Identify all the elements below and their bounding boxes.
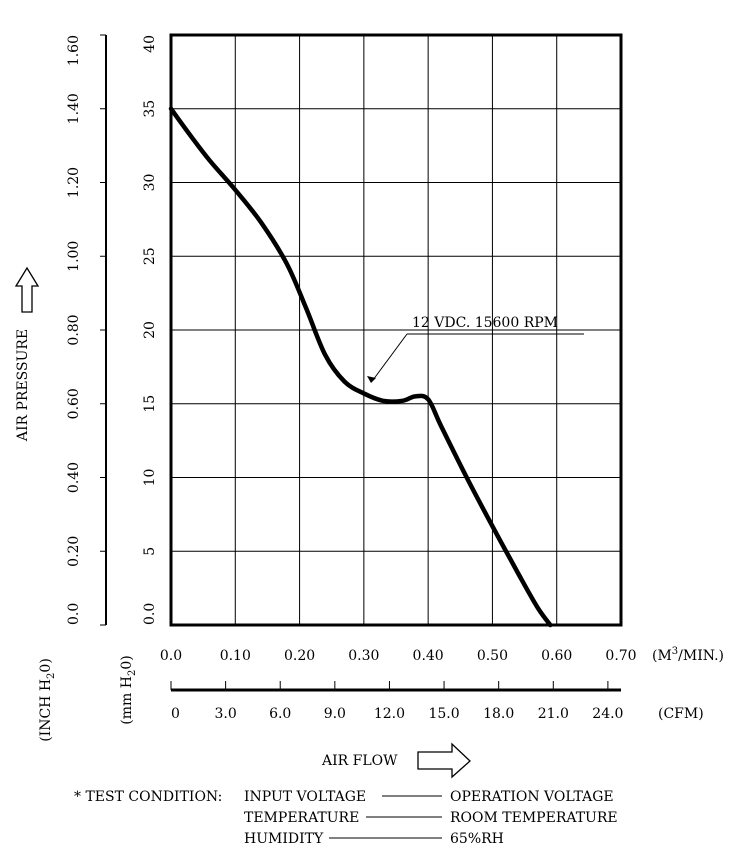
y-axis-inch: 0.0 0.20 0.40 0.60 0.80 1.00 1.20 1.40 1.60 xyxy=(66,34,107,626)
x2-tick-label: 0 xyxy=(171,706,180,722)
y-mm-tick-label: 30 xyxy=(142,174,158,192)
x2-tick-label: 3.0 xyxy=(214,706,236,722)
x-tick-label: 0.20 xyxy=(284,648,315,664)
x-tick-label: 0.40 xyxy=(413,648,444,664)
x-axis-title: AIR FLOW xyxy=(321,753,398,769)
x-tick-label: 0.10 xyxy=(220,648,251,664)
x-axis-m3: 0.0 0.10 0.20 0.30 0.40 0.50 0.60 0.70 xyxy=(160,648,637,664)
right-arrow-icon xyxy=(417,742,471,779)
x-unit-cfm: (CFM) xyxy=(658,706,704,722)
x-tick-label: 0.60 xyxy=(541,648,572,664)
series-label: 12 VDC. 15600 RPM xyxy=(412,315,558,331)
up-arrow-icon xyxy=(14,266,40,313)
x-tick-label: 0.50 xyxy=(477,648,508,664)
x2-tick-label: 12.0 xyxy=(374,706,405,722)
x2-tick-label: 21.0 xyxy=(538,706,569,722)
x-tick-label: 0.0 xyxy=(160,648,182,664)
x2-tick-label: 6.0 xyxy=(269,706,291,722)
y-inch-tick-label: 0.0 xyxy=(66,603,82,625)
y-inch-tick-label: 1.60 xyxy=(66,35,82,66)
test-row-label: TEMPERATURE xyxy=(244,810,359,826)
x-axis-cfm: 0 3.0 6.0 9.0 12.0 15.0 18.0 21.0 24.0 xyxy=(170,681,623,722)
test-condition-title: * TEST CONDITION: xyxy=(74,789,222,805)
y-mm-tick-label: 10 xyxy=(142,469,158,487)
x-unit-m3: (M3/MIN.) xyxy=(652,646,724,664)
y-inch-tick-label: 1.40 xyxy=(66,93,82,124)
test-row-value: ROOM TEMPERATURE xyxy=(450,810,618,826)
y-mm-tick-label: 35 xyxy=(142,100,158,118)
test-condition: * TEST CONDITION: INPUT VOLTAGE OPERATIO… xyxy=(74,789,618,847)
y-inch-tick-label: 0.20 xyxy=(66,536,82,567)
y-mm-tick-label: 40 xyxy=(142,35,158,53)
y-axis-mm: 0.0 5 10 15 20 25 30 35 40 xyxy=(142,35,158,625)
test-row-value: 65%RH xyxy=(450,831,504,847)
y-mm-tick-label: 0.0 xyxy=(142,603,158,625)
y-axis-title: AIR PRESSURE xyxy=(15,329,31,442)
y-unit-mm: (mm H20) xyxy=(119,655,138,724)
plot-frame xyxy=(169,33,623,627)
y-mm-tick-label: 20 xyxy=(142,321,158,339)
y-mm-tick-label: 5 xyxy=(142,547,158,556)
y-mm-tick-label: 25 xyxy=(142,247,158,265)
x2-tick-label: 24.0 xyxy=(592,706,623,722)
y-inch-tick-label: 0.60 xyxy=(66,388,82,419)
y-unit-inch: (INCH H20) xyxy=(38,658,57,742)
y-inch-tick-label: 1.00 xyxy=(66,241,82,272)
pressure-flow-curve xyxy=(168,106,553,628)
x2-tick-label: 18.0 xyxy=(483,706,514,722)
x2-tick-label: 9.0 xyxy=(324,706,346,722)
x-tick-label: 0.70 xyxy=(605,648,636,664)
test-row-label: INPUT VOLTAGE xyxy=(244,789,366,805)
y-inch-tick-label: 1.20 xyxy=(66,167,82,198)
test-row-label: HUMIDITY xyxy=(244,831,324,847)
test-row-value: OPERATION VOLTAGE xyxy=(450,789,614,805)
y-inch-tick-label: 0.40 xyxy=(66,462,82,493)
curve-annotation: 12 VDC. 15600 RPM xyxy=(367,315,584,383)
y-mm-tick-label: 15 xyxy=(142,395,158,413)
grid-lines xyxy=(171,35,621,625)
x-tick-label: 0.30 xyxy=(348,648,379,664)
y-inch-tick-label: 0.80 xyxy=(66,314,82,345)
x2-tick-label: 15.0 xyxy=(428,706,459,722)
